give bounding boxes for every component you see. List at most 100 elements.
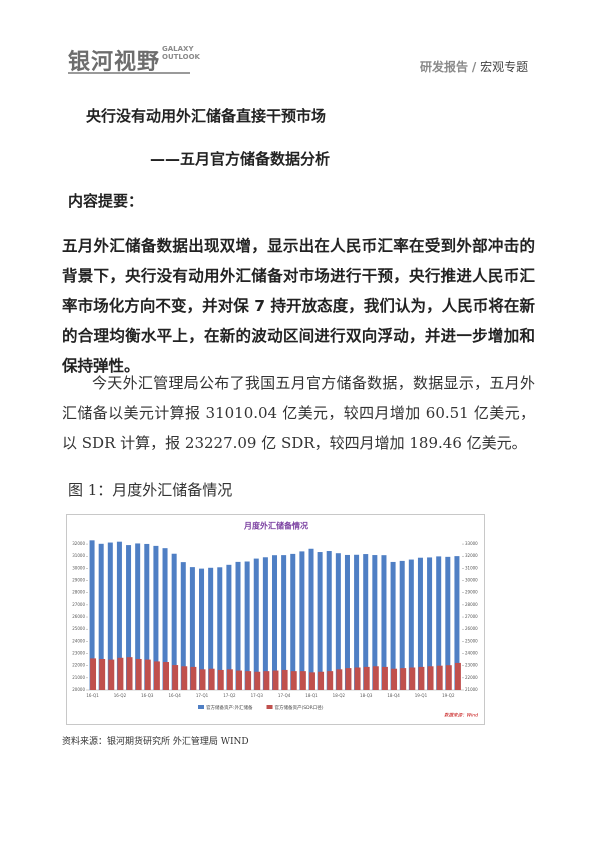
x-tick-label: 18-Q4 [387, 693, 400, 698]
logo-subtitle: GALAXY OUTLOOK [162, 45, 200, 61]
y2-tick-label: 21000 [465, 687, 478, 692]
y-tick-label: 31000 [72, 553, 85, 558]
x-tick-label: 16-Q2 [114, 693, 127, 698]
bar [217, 567, 223, 690]
bar [318, 671, 325, 690]
bar [171, 553, 177, 690]
bar [217, 669, 224, 690]
bar [135, 658, 142, 690]
x-tick-label: 19-Q2 [442, 693, 455, 698]
bar [144, 543, 150, 690]
bar [116, 541, 122, 690]
bar [354, 554, 360, 690]
x-tick-label: 19-Q1 [415, 693, 428, 698]
y2-tick-label: 22000 [465, 675, 478, 680]
separator: / [471, 60, 477, 74]
bar [245, 671, 252, 690]
y-tick-label: 25000 [72, 626, 85, 631]
bar [345, 668, 352, 690]
bar [199, 568, 205, 690]
bar [335, 553, 341, 690]
bar [98, 543, 104, 690]
bar [163, 662, 170, 690]
bar [354, 667, 361, 690]
bar [454, 556, 460, 690]
y2-tick-label: 29000 [465, 590, 478, 595]
logo: 银河视野 [68, 50, 161, 75]
bar [381, 555, 387, 690]
bar [253, 558, 259, 690]
figure-caption: 图 1：月度外汇储备情况 [68, 481, 233, 499]
x-tick-label: 18-Q2 [333, 693, 346, 698]
bar [299, 551, 305, 690]
section-label: 研发报告 / 宏观专题 [420, 58, 528, 75]
bar [271, 555, 278, 690]
header-rule [68, 72, 190, 74]
bar [427, 557, 433, 690]
bar [409, 667, 416, 690]
x-tick-label: 16-Q1 [86, 693, 99, 698]
bar [281, 669, 288, 690]
bar [89, 540, 95, 690]
y-tick-label: 27000 [72, 602, 85, 607]
chart-title: 月度外汇储备情况 [243, 521, 308, 531]
y-tick-label: 29000 [72, 578, 85, 583]
bar [290, 671, 297, 690]
y-tick-label: 20000 [72, 687, 85, 692]
bar [226, 669, 233, 690]
body-paragraph: 今天外汇管理局公布了我国五月官方储备数据，数据显示，五月外汇储备以美元计算报 3… [62, 374, 535, 452]
bar [417, 557, 423, 690]
bar [299, 671, 306, 690]
y2-tick-label: 23000 [465, 663, 478, 668]
bar [153, 545, 159, 690]
bar [126, 657, 133, 690]
y2-tick-label: 26000 [465, 626, 478, 631]
y-tick-label: 32000 [72, 541, 85, 546]
x-tick-label: 16-Q4 [168, 693, 181, 698]
bar [363, 666, 370, 690]
bar [108, 659, 115, 690]
y-tick-label: 22000 [72, 663, 85, 668]
bar [244, 561, 250, 690]
chart-source: 数据来源：Wind [444, 713, 478, 719]
bar [317, 552, 323, 690]
bar [144, 659, 151, 690]
bar [436, 556, 442, 690]
bar [208, 567, 214, 690]
y2-tick-label: 30000 [465, 578, 478, 583]
bar [90, 658, 97, 690]
bar [363, 554, 369, 690]
bar [344, 554, 350, 690]
legend-swatch [266, 705, 273, 709]
bar [381, 666, 388, 690]
bar [117, 657, 124, 690]
bar [226, 564, 232, 690]
legend-swatch [198, 705, 204, 709]
bar [199, 669, 206, 690]
x-tick-label: 18-Q1 [305, 693, 318, 698]
bar [135, 543, 141, 690]
abstract-label: 内容提要： [68, 192, 144, 210]
bar [408, 559, 414, 690]
summary: 五月外汇储备数据出现双增，显示出在人民币汇率在受到外部冲击的背景下，央行没有动用… [62, 237, 535, 375]
y2-tick-label: 28000 [465, 602, 478, 607]
bar [153, 661, 160, 690]
y-tick-label: 26000 [72, 614, 85, 619]
y-tick-label: 28000 [72, 590, 85, 595]
x-tick-label: 16-Q3 [141, 693, 154, 698]
bar [99, 658, 106, 690]
bar [162, 548, 168, 690]
y2-tick-label: 33000 [465, 541, 478, 546]
bar [107, 542, 113, 690]
bar [180, 562, 186, 690]
bar [309, 672, 315, 690]
y2-tick-label: 31000 [465, 565, 478, 570]
bar [445, 556, 451, 690]
bar [172, 665, 179, 690]
bar [391, 668, 398, 690]
bar [400, 668, 407, 690]
bar [290, 553, 296, 690]
bar [190, 666, 197, 690]
bar [418, 666, 425, 690]
